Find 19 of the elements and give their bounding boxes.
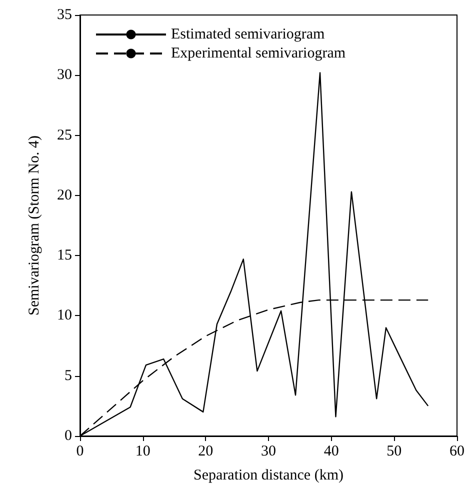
y-tick-label: 20 <box>57 187 72 204</box>
y-tick-label: 35 <box>57 7 72 23</box>
y-axis-title: Semivariogram (Storm No. 4) <box>26 136 42 316</box>
y-tick-label: 15 <box>57 248 72 264</box>
x-tick-label: 50 <box>386 444 402 460</box>
y-tick-label: 25 <box>57 127 72 144</box>
x-tick-label: 10 <box>135 444 150 460</box>
x-tick-label: 40 <box>324 444 339 460</box>
legend-label: Experimental semivariogram <box>171 46 346 62</box>
x-tick-label: 30 <box>261 444 276 460</box>
x-tick-label: 0 <box>76 444 84 460</box>
y-tick-label: 30 <box>57 67 72 84</box>
y-tick-label: 0 <box>64 428 72 444</box>
x-axis-title: Separation distance (km) <box>194 468 344 484</box>
legend-label: Estimated semivariogram <box>171 26 326 42</box>
x-tick-label: 20 <box>198 444 214 460</box>
y-tick-label: 5 <box>64 368 72 384</box>
x-tick-label: 60 <box>450 444 464 460</box>
y-tick-label: 10 <box>57 308 72 324</box>
